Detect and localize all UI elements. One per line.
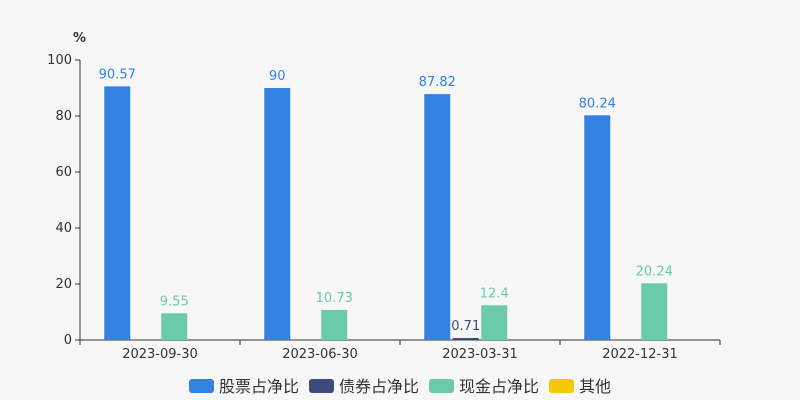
bar-value-labels: 90.57 9.55 90 10.73 87.82 0.71 12.4 80.24 20.24: [99, 67, 673, 334]
x-tick-label: 2023-06-30: [282, 347, 358, 362]
bar: [321, 309, 348, 340]
y-tick-label: 20: [55, 277, 72, 292]
bar: [424, 94, 451, 340]
x-axis: 2023-09-30 2023-06-30 2023-03-31 2022-12-31: [79, 339, 721, 362]
legend-swatch: [189, 379, 214, 393]
bar: [104, 86, 131, 341]
bar-value-label: 20.24: [636, 264, 673, 279]
bar-value-label: 0.71: [451, 319, 480, 334]
y-axis-unit: %: [73, 31, 86, 46]
bar-value-label: 12.4: [480, 286, 509, 301]
legend: 股票占净比 债券占净比 现金占净比 其他: [189, 377, 611, 396]
legend-swatch: [549, 379, 574, 393]
bar: [584, 115, 611, 340]
legend-label: 股票占净比: [219, 377, 299, 396]
bar: [264, 88, 291, 340]
x-tick-label: 2022-12-31: [602, 347, 678, 362]
y-tick-label: 0: [64, 333, 72, 348]
legend-label: 债券占净比: [339, 377, 419, 396]
y-tick-label: 60: [55, 165, 72, 180]
legend-label: 现金占净比: [459, 377, 539, 396]
bar: [161, 313, 188, 340]
bar: [641, 283, 668, 340]
x-tick-label: 2023-03-31: [442, 347, 518, 362]
y-tick-label: 100: [47, 53, 72, 68]
bars: [104, 86, 668, 341]
bar: [481, 305, 508, 340]
y-axis: 0 20 40 60 80 100: [47, 53, 81, 348]
bar-value-label: 9.55: [160, 294, 189, 309]
bar-value-label: 90: [269, 69, 286, 84]
bar-value-label: 80.24: [579, 96, 616, 111]
legend-swatch: [429, 379, 454, 393]
y-tick-label: 80: [55, 109, 72, 124]
bar-value-label: 10.73: [316, 291, 353, 306]
bar-value-label: 87.82: [419, 75, 456, 90]
x-tick-label: 2023-09-30: [122, 347, 198, 362]
y-tick-label: 40: [55, 221, 72, 236]
legend-label: 其他: [579, 377, 611, 396]
legend-swatch: [309, 379, 334, 393]
bar-value-label: 90.57: [99, 67, 136, 82]
bar: [452, 338, 479, 340]
